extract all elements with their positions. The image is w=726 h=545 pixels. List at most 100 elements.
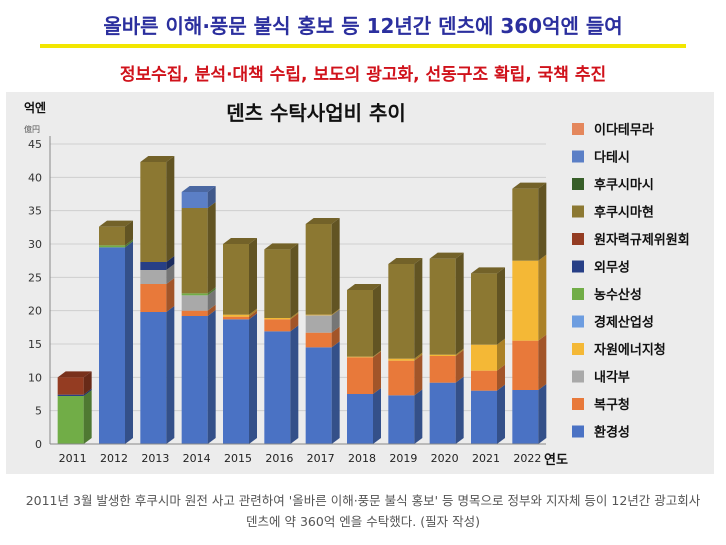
bar-top-face	[223, 238, 257, 244]
x-tick-label: 2021	[472, 452, 500, 465]
legend-label: 원자력규제위원회	[594, 232, 690, 248]
bar-segment-side	[290, 243, 299, 318]
x-tick-label: 2012	[100, 452, 128, 465]
bar-segment	[512, 340, 539, 390]
bar-segment	[181, 295, 208, 311]
legend-label: 경제산업성	[594, 315, 654, 331]
bar-segment	[57, 394, 84, 396]
bar-top-face	[471, 267, 505, 274]
bar-segment-side	[125, 220, 133, 246]
bar-segment-side	[166, 278, 175, 312]
y-tick-label: 5	[35, 405, 42, 418]
bar-top-face	[388, 258, 423, 264]
bar-segment-side	[455, 350, 464, 383]
bar-segment-side	[166, 306, 175, 444]
bars	[57, 156, 547, 444]
y-tick-label: 35	[28, 205, 42, 218]
bar-segment	[471, 273, 497, 345]
bar-segment	[223, 316, 249, 320]
bar-segment	[264, 331, 291, 444]
bar-segment	[512, 188, 539, 261]
legend-label: 복구청	[594, 397, 630, 413]
x-tick-label: 2017	[307, 452, 335, 465]
y-axis-unit-label: 億円	[24, 124, 40, 134]
x-tick-label: 2018	[348, 452, 376, 465]
bar-segment-side	[538, 384, 547, 444]
bar-segment	[347, 394, 373, 444]
legend-label: 이다테무라	[594, 122, 654, 138]
legend-label: 자원에너지청	[594, 342, 666, 358]
bar-segment	[388, 264, 415, 359]
y-tick-label: 15	[28, 338, 42, 351]
x-axis-label: 연도	[544, 453, 568, 468]
headline: 올바른 이해·풍문 불식 홍보 등 12년간 덴츠에 360억엔 들여	[103, 14, 623, 38]
bar-segment-side	[331, 326, 340, 348]
y-tick-label: 45	[28, 138, 42, 151]
legend-swatch	[572, 178, 584, 190]
bar-segment-side	[497, 384, 505, 444]
legend-swatch	[572, 150, 584, 163]
bar-segment	[223, 314, 249, 317]
bar-top-face	[347, 284, 381, 290]
bar-segment	[471, 344, 497, 371]
legend-label: 농수산성	[594, 287, 642, 303]
bar-segment	[264, 249, 291, 318]
bar-segment	[305, 332, 332, 348]
bar-top-face	[140, 156, 175, 162]
bar-segment-side	[83, 390, 92, 444]
bar-top-face	[99, 220, 133, 227]
bar-segment	[140, 312, 167, 444]
legend-swatch	[572, 233, 584, 245]
x-tick-label: 2015	[224, 452, 252, 465]
bar-segment-side	[207, 304, 216, 316]
bar-segment	[388, 360, 415, 396]
bar-segment	[305, 224, 332, 315]
figure-caption: 2011년 3월 발생한 후쿠시마 원전 사고 관련하여 '올바른 이해·풍문 …	[25, 493, 701, 529]
bar-segment-side	[455, 252, 464, 355]
bar-segment	[512, 260, 539, 341]
bar-segment-side	[373, 350, 381, 358]
bar-segment	[388, 395, 415, 444]
y-axis-label: 억엔	[24, 100, 46, 115]
bar-segment	[223, 244, 249, 315]
legend-label: 다테시	[594, 150, 630, 166]
bar-segment	[388, 358, 415, 361]
legend-label: 후쿠시마시	[594, 177, 654, 193]
bar-segment-side	[538, 182, 547, 261]
bar-top-face	[264, 243, 299, 250]
bar-segment-side	[373, 284, 381, 357]
y-tick-label: 10	[28, 371, 42, 384]
bar-segment	[57, 377, 84, 395]
bar-segment	[429, 258, 456, 355]
legend-swatch	[572, 205, 584, 218]
bar-segment-side	[207, 310, 216, 444]
bar-segment	[347, 357, 373, 394]
bar-segment-side	[414, 258, 423, 359]
x-tick-label: 2019	[389, 452, 417, 465]
bar-segment	[140, 270, 167, 284]
bar-segment-side	[290, 325, 299, 444]
bar-segment-side	[538, 334, 547, 390]
bar-segment-side	[83, 371, 92, 395]
bar-segment-side	[166, 156, 175, 262]
bar-segment-side	[207, 289, 216, 311]
bar-segment-side	[331, 341, 340, 444]
bar-segment	[99, 245, 125, 248]
bar-segment-side	[207, 186, 216, 208]
bar-segment	[99, 247, 125, 444]
bar-segment-side	[414, 389, 423, 444]
bar-segment	[57, 396, 84, 444]
bar-segment	[429, 356, 456, 383]
legend-swatch	[572, 315, 584, 328]
x-tick-label: 2016	[265, 452, 293, 465]
bar-top-face	[305, 218, 340, 224]
headline-underline	[40, 44, 686, 48]
bar-segment-side	[497, 338, 505, 371]
bar-segment-side	[331, 308, 340, 316]
bar-top-face	[57, 371, 92, 378]
bar-segment-side	[497, 364, 505, 391]
subheadline: 정보수집, 분석·대책 수립, 보도의 광고화, 선동구조 확립, 국책 추진	[119, 65, 607, 85]
legend-swatch	[572, 288, 584, 300]
bar-segment-side	[373, 388, 381, 444]
bar-segment	[264, 319, 291, 332]
